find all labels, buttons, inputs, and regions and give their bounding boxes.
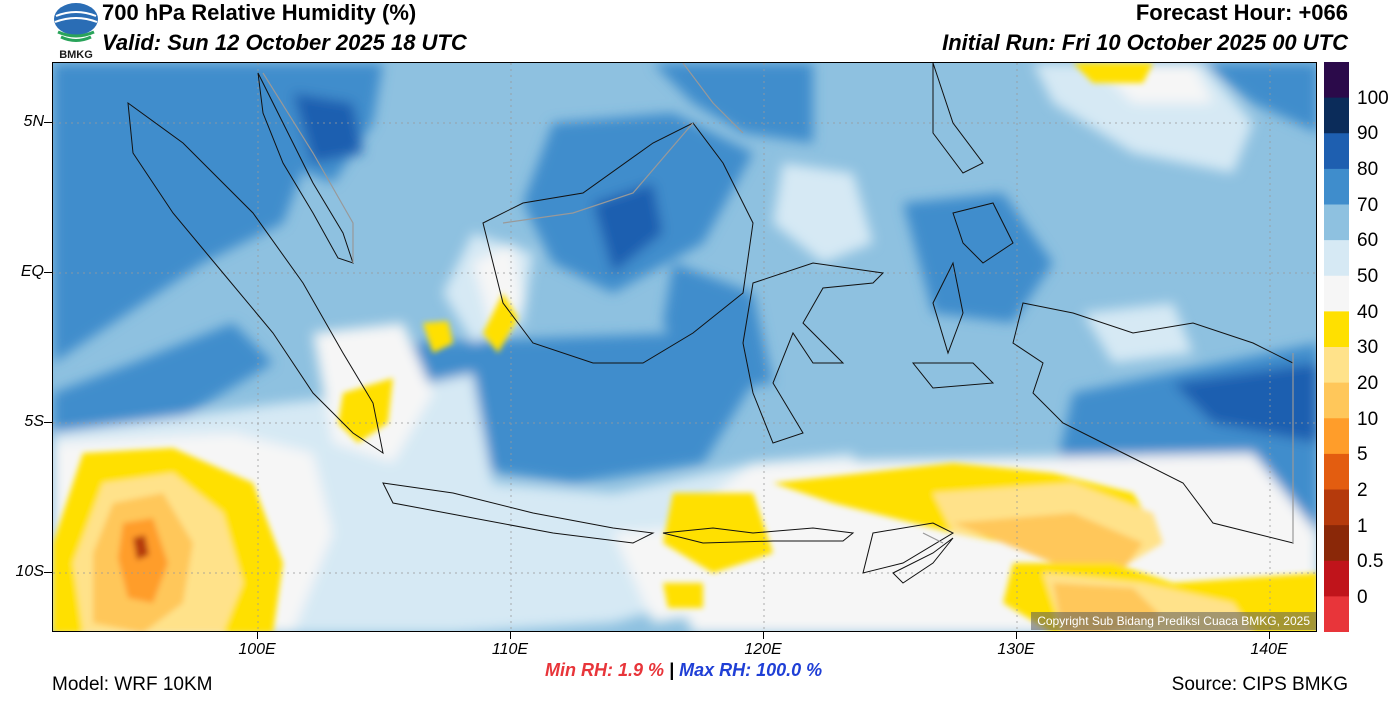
colorbar-swatches bbox=[1324, 62, 1349, 633]
colorbar-swatch bbox=[1324, 560, 1349, 597]
colorbar-label: 1 bbox=[1357, 516, 1368, 537]
bmkg-logo: BMKG bbox=[52, 2, 100, 61]
stats-separator: | bbox=[669, 660, 675, 680]
colorbar-label: 0 bbox=[1357, 587, 1368, 608]
colorbar-label: 100 bbox=[1357, 88, 1389, 109]
colorbar-swatch bbox=[1324, 596, 1349, 633]
colorbar-swatch bbox=[1324, 311, 1349, 348]
model-label: Model: WRF 10KM bbox=[52, 674, 213, 695]
lon-tick bbox=[257, 632, 258, 639]
lon-label-100e: 100E bbox=[238, 641, 276, 658]
lon-tick bbox=[763, 632, 764, 639]
forecast-hour: Forecast Hour: +066 bbox=[1135, 0, 1348, 25]
colorbar-swatch bbox=[1324, 382, 1349, 419]
lat-label-5n: 5N bbox=[23, 113, 44, 130]
colorbar-swatch bbox=[1324, 204, 1349, 241]
colorbar bbox=[1324, 62, 1349, 633]
colorbar-label: 40 bbox=[1357, 302, 1379, 323]
colorbar-swatch bbox=[1324, 347, 1349, 384]
colorbar-swatch bbox=[1324, 62, 1349, 99]
colorbar-label: 90 bbox=[1357, 123, 1379, 144]
initial-run: Initial Run: Fri 10 October 2025 00 UTC bbox=[942, 30, 1348, 55]
lon-tick bbox=[1016, 632, 1017, 639]
valid-time: Valid: Sun 12 October 2025 18 UTC bbox=[102, 30, 467, 55]
colorbar-label: 20 bbox=[1357, 373, 1379, 394]
colorbar-label: 60 bbox=[1357, 230, 1379, 251]
lat-label-5s: 5S bbox=[24, 413, 44, 430]
rh-stats: Min RH: 1.9 % | Max RH: 100.0 % bbox=[545, 660, 822, 681]
colorbar-label: 10 bbox=[1357, 409, 1379, 430]
lat-tick bbox=[44, 572, 52, 573]
lon-label-120e: 120E bbox=[744, 641, 782, 658]
lat-label-eq: EQ bbox=[20, 263, 44, 280]
colorbar-swatch bbox=[1324, 168, 1349, 206]
lon-label-110e: 110E bbox=[491, 641, 529, 658]
colorbar-label: 70 bbox=[1357, 195, 1379, 216]
max-rh: Max RH: 100.0 % bbox=[679, 660, 823, 680]
min-rh: Min RH: 1.9 % bbox=[545, 660, 665, 680]
lat-label-10s: 10S bbox=[15, 563, 44, 580]
colorbar-swatch bbox=[1324, 275, 1349, 312]
lon-label-140e: 140E bbox=[1250, 641, 1288, 658]
colorbar-swatch bbox=[1324, 489, 1349, 526]
lon-label-130e: 130E bbox=[997, 641, 1035, 658]
lat-tick bbox=[44, 422, 52, 423]
colorbar-swatch bbox=[1324, 240, 1349, 277]
colorbar-swatch bbox=[1324, 525, 1349, 562]
lat-tick bbox=[44, 122, 52, 123]
map-title: 700 hPa Relative Humidity (%) bbox=[102, 0, 417, 25]
lon-tick bbox=[510, 632, 511, 639]
colorbar-label: 80 bbox=[1357, 159, 1379, 180]
source-label: Source: CIPS BMKG bbox=[1171, 674, 1348, 695]
colorbar-label: 5 bbox=[1357, 444, 1368, 465]
colorbar-label: 0.5 bbox=[1357, 551, 1384, 572]
colorbar-label: 2 bbox=[1357, 480, 1368, 501]
lat-tick bbox=[44, 272, 52, 273]
colorbar-swatch bbox=[1324, 453, 1349, 491]
colorbar-swatch bbox=[1324, 418, 1349, 455]
colorbar-label: 30 bbox=[1357, 337, 1379, 358]
colorbar-label: 50 bbox=[1357, 266, 1379, 287]
humidity-map[interactable] bbox=[52, 62, 1317, 632]
copyright-notice: Copyright Sub Bidang Prediksi Cuaca BMKG… bbox=[1031, 612, 1316, 630]
lon-tick bbox=[1269, 632, 1270, 639]
colorbar-swatch bbox=[1324, 97, 1349, 134]
logo-text: BMKG bbox=[59, 49, 93, 60]
colorbar-swatch bbox=[1324, 133, 1349, 170]
